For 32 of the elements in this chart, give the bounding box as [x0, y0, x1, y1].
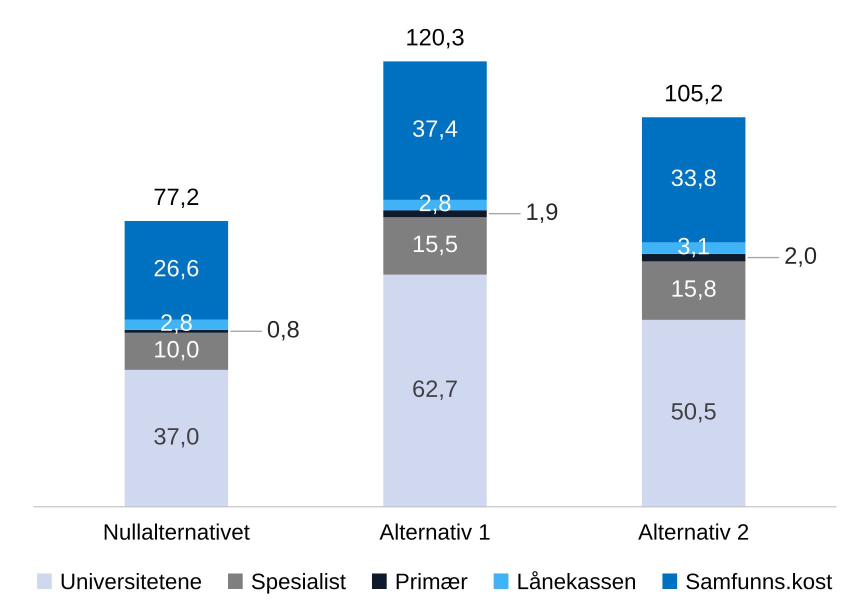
- data-label: 26,6: [154, 260, 198, 280]
- data-label: 15,5: [414, 236, 458, 256]
- data-label: 2,8: [420, 194, 450, 214]
- data-label: 62,7: [413, 380, 457, 400]
- total-label: 120,3: [407, 28, 464, 48]
- data-label: 37,4: [412, 120, 458, 140]
- legend-label: Primær: [396, 572, 468, 590]
- bar: [124, 370, 228, 507]
- data-label: 1,9: [527, 203, 558, 223]
- data-label: 33,8: [672, 169, 716, 189]
- x-tick-label: Alternativ 1: [379, 524, 490, 540]
- x-tick-label: Alternativ 2: [638, 524, 748, 540]
- legend-label: Samfunns.kost: [686, 572, 832, 590]
- data-label: 15,8: [672, 280, 716, 300]
- data-label: 2,0: [785, 247, 816, 267]
- legend-label: Universitetene: [62, 572, 202, 590]
- bar: [383, 217, 487, 275]
- bar: [642, 261, 746, 320]
- data-label: 0,8: [268, 320, 299, 340]
- data-label: 3,1: [678, 238, 709, 258]
- bar: [642, 320, 746, 507]
- data-label: 2,8: [161, 314, 192, 334]
- bar: [124, 332, 228, 370]
- data-label: 10,0: [155, 340, 198, 360]
- total-label: 77,2: [154, 188, 198, 208]
- x-tick-label: Nullalternativet: [104, 524, 250, 540]
- total-label: 105,2: [666, 84, 722, 104]
- data-label: 50,5: [672, 402, 716, 422]
- bar: [383, 274, 487, 507]
- data-label: 37,0: [154, 428, 198, 448]
- legend-label: Lånekassen: [518, 571, 636, 590]
- legend-label: Spesialist: [252, 572, 346, 594]
